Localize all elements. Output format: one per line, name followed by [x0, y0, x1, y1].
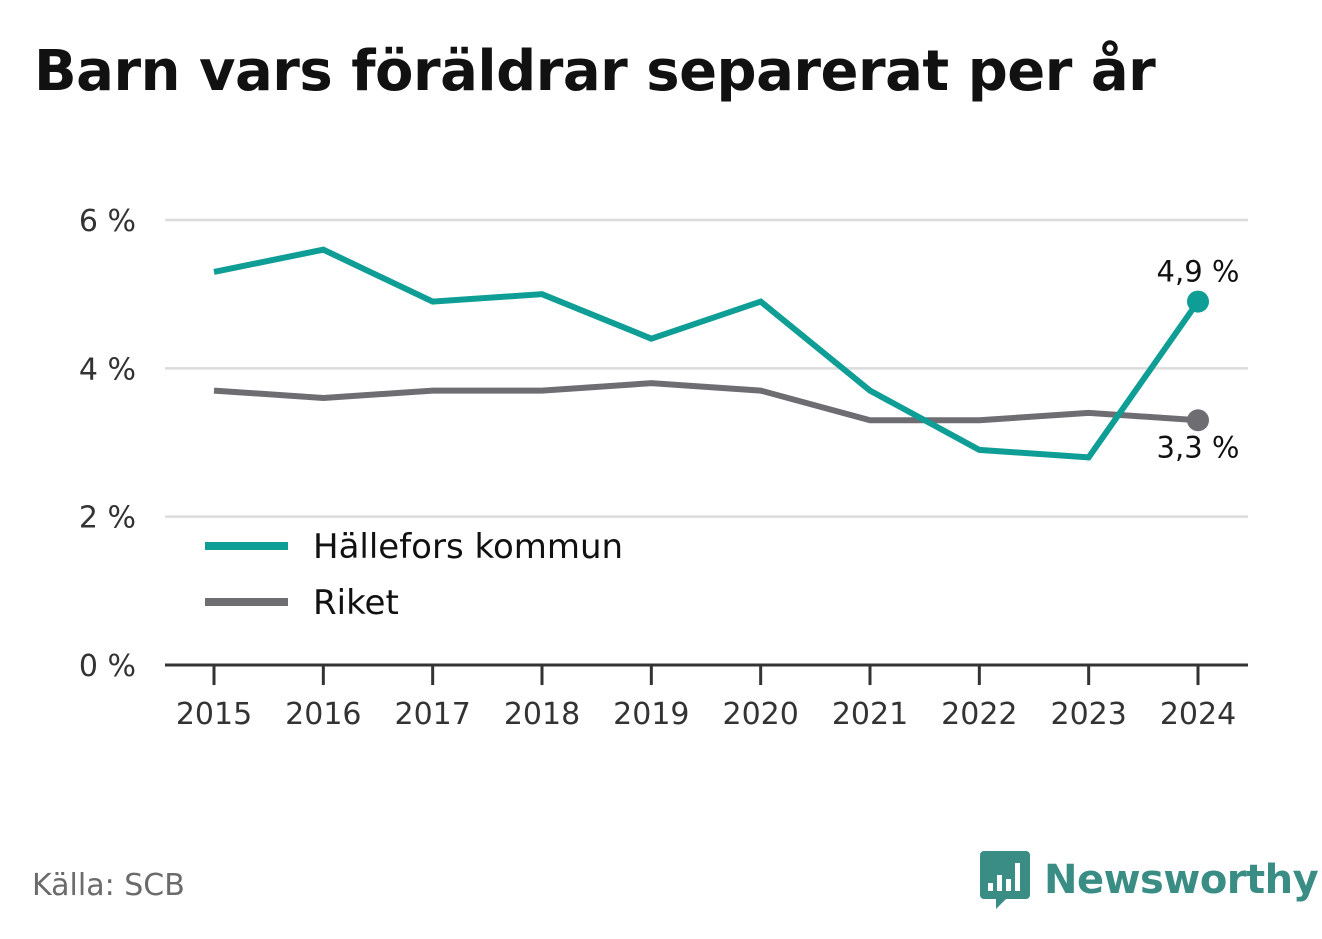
- y-axis-ticks: 0 % 2 % 4 % 6 %: [79, 204, 136, 684]
- gridlines: [165, 218, 1248, 518]
- y-tick-label: 2 %: [79, 501, 136, 536]
- end-point-marker: [1187, 290, 1209, 313]
- x-tick-label: 2018: [504, 697, 580, 732]
- brand-name: Newsworthy: [1044, 857, 1319, 903]
- brand-logo: Newsworthy: [980, 850, 1319, 910]
- chart-title: Barn vars föräldrar separerat per år: [34, 39, 1156, 104]
- end-point-marker: [1187, 409, 1209, 432]
- y-tick-label: 0 %: [79, 649, 136, 684]
- series-lines: [213, 246, 1209, 461]
- x-tick-label: 2022: [941, 697, 1017, 732]
- x-tick-label: 2021: [832, 697, 908, 732]
- x-tick-label: 2023: [1050, 697, 1126, 732]
- legend-background: [192, 518, 654, 630]
- x-axis: 2015 2016 2017 2018 2019 2020 2021 2022 2023 2024: [165, 663, 1248, 732]
- x-tick-label: 2020: [722, 697, 798, 732]
- legend-label: Riket: [313, 583, 399, 623]
- x-tick-label: 2024: [1160, 697, 1236, 732]
- bar-chart-speech-bubble-icon: [980, 851, 1030, 909]
- x-tick-label: 2016: [285, 697, 361, 732]
- series-line: [213, 246, 1201, 461]
- y-tick-label: 6 %: [79, 204, 136, 239]
- end-value-label: 4,9 %: [1157, 255, 1240, 289]
- legend: Hällefors kommun Riket: [192, 518, 654, 630]
- source-note: Källa: SCB: [32, 868, 185, 903]
- y-tick-label: 4 %: [79, 352, 136, 387]
- end-value-label: 3,3 %: [1157, 430, 1240, 464]
- x-tick-label: 2019: [613, 697, 689, 732]
- x-tick-label: 2015: [176, 697, 252, 732]
- series-line: [213, 380, 1199, 424]
- x-tick-label: 2017: [394, 697, 470, 732]
- legend-label: Hällefors kommun: [313, 527, 623, 567]
- end-labels: 4,9 % 3,3 %: [1157, 255, 1240, 465]
